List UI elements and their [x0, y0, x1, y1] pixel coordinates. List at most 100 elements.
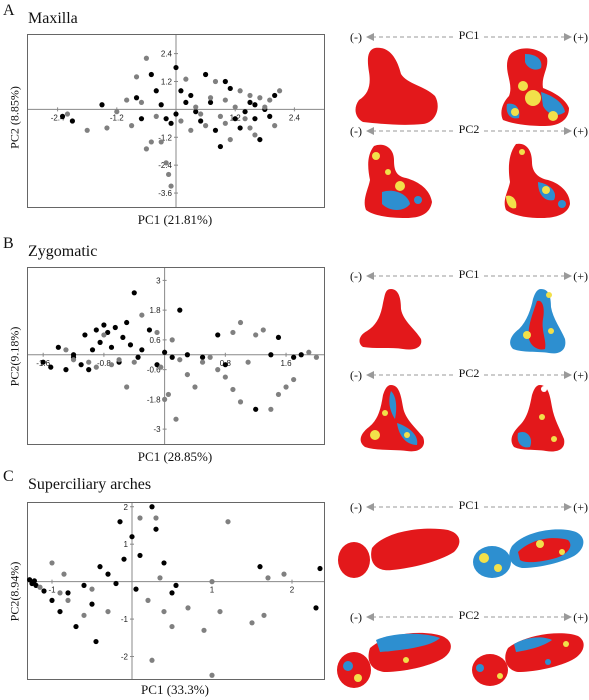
y-tick-label: -1.2 — [158, 133, 172, 142]
minus-label: (-) — [350, 500, 362, 514]
data-point — [313, 354, 320, 360]
data-point — [31, 578, 37, 584]
data-point — [242, 109, 248, 115]
data-point — [169, 337, 175, 343]
data-point — [169, 354, 175, 360]
data-point — [178, 88, 184, 94]
data-point — [153, 515, 159, 521]
data-point — [173, 64, 179, 71]
data-point — [153, 526, 159, 532]
data-point — [162, 396, 168, 402]
data-point — [257, 564, 263, 570]
data-point — [114, 109, 120, 115]
data-point — [262, 104, 268, 110]
zygomatic-pc2-minus-shape — [360, 385, 425, 452]
x-tick-label: 1 — [210, 586, 215, 595]
data-point — [253, 406, 259, 412]
data-point — [268, 352, 274, 358]
x-tick-label: -2.4 — [51, 113, 65, 122]
data-point — [232, 116, 238, 122]
data-point — [173, 582, 179, 588]
y-tick-label: -2 — [121, 653, 129, 662]
data-point — [177, 357, 183, 363]
plus-label: (+) — [573, 124, 588, 138]
minus-label: (-) — [350, 269, 362, 283]
data-point — [252, 116, 258, 122]
pc2-arrow-row: (-) PC2 (+) — [350, 366, 588, 386]
data-point — [37, 584, 43, 590]
y-tick-label: 0.6 — [149, 336, 161, 345]
x-axis-label: PC1 (28.85%) — [137, 449, 213, 464]
plus-label: (+) — [573, 30, 588, 44]
data-point — [265, 575, 271, 581]
data-point — [33, 582, 39, 588]
data-point — [158, 139, 164, 145]
data-point — [298, 352, 304, 358]
data-point — [209, 672, 215, 678]
scatter-svg: -2.4-1.21.22.42.41.2-1.2-2.4-3.6 — [28, 35, 324, 207]
x-tick-label: 2.4 — [289, 113, 301, 122]
data-point — [185, 605, 191, 611]
y-tick-label: 1 — [124, 540, 129, 549]
data-point — [169, 590, 175, 596]
data-point — [86, 359, 92, 365]
data-point — [93, 327, 99, 333]
data-point — [199, 359, 206, 365]
data-point — [199, 354, 206, 360]
double-arrow-icon — [366, 503, 572, 511]
zygomatic-pc1-plus-shape — [510, 289, 566, 354]
data-point — [212, 127, 219, 133]
data-point — [70, 352, 77, 358]
y-axis-label: PC2(9.18%) — [7, 326, 22, 387]
data-point — [143, 146, 149, 152]
data-point — [247, 99, 253, 106]
double-arrow-icon — [366, 613, 572, 621]
data-point — [212, 78, 219, 85]
data-point — [261, 612, 267, 618]
data-point — [131, 290, 137, 296]
data-point — [93, 364, 99, 370]
data-point — [89, 347, 96, 353]
panel-letter: C — [3, 468, 14, 485]
data-point — [247, 92, 253, 99]
data-point — [225, 519, 231, 525]
zygomatic-pc2-plus-shape — [511, 385, 565, 452]
data-point — [124, 319, 130, 326]
y-axis-label: PC2 (8.85%) — [7, 86, 22, 149]
pc1-arrow-row: (-) PC1 (+) — [350, 28, 588, 48]
data-point — [291, 376, 297, 383]
data-point — [133, 95, 140, 101]
data-point — [105, 571, 111, 577]
plus-label: (+) — [573, 368, 588, 382]
data-point — [227, 85, 233, 92]
data-point — [245, 359, 251, 365]
x-tick-label: 2 — [290, 586, 295, 595]
data-point — [177, 307, 183, 313]
minus-label: (-) — [350, 610, 362, 624]
data-point — [154, 329, 160, 336]
data-point — [237, 88, 243, 94]
data-point — [227, 136, 233, 143]
data-point — [207, 95, 214, 101]
data-point — [201, 627, 207, 633]
data-point — [184, 371, 190, 378]
pc-label: PC2 — [454, 608, 484, 623]
pc1-arrow-row: (-) PC1 (+) — [350, 498, 588, 518]
scatter-svg: -1 1 2 2 1 -1 -2 — [27, 503, 324, 679]
panel-title: Superciliary arches — [28, 476, 152, 493]
data-point — [27, 577, 33, 583]
data-point — [104, 125, 110, 131]
data-point — [65, 590, 71, 596]
y-tick-label: 1.2 — [161, 77, 173, 86]
minus-label: (-) — [350, 368, 362, 382]
data-point — [89, 601, 95, 607]
data-point — [133, 586, 139, 592]
data-point — [105, 608, 111, 615]
data-point — [148, 139, 154, 145]
data-point — [313, 605, 319, 611]
data-point — [192, 384, 198, 390]
maxilla-pc1-minus-shape — [355, 47, 438, 125]
data-point — [249, 620, 255, 626]
double-arrow-icon — [366, 272, 572, 280]
data-point — [73, 623, 79, 630]
